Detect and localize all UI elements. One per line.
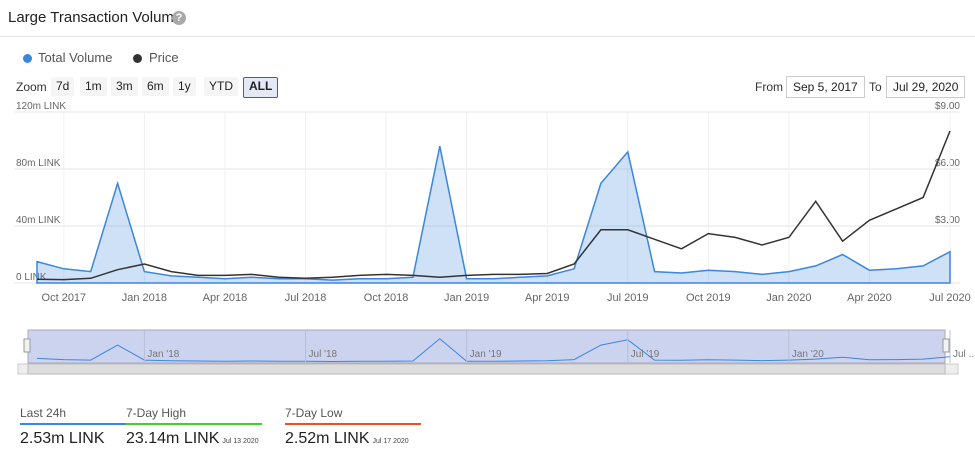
- stat-label: 7-Day High: [126, 406, 187, 420]
- y-tick-label: 40m LINK: [16, 215, 61, 226]
- x-tick-label: Apr 2020: [847, 292, 892, 304]
- zoom-button[interactable]: 1m: [80, 77, 107, 96]
- navigator-handle[interactable]: [23, 338, 31, 353]
- navigator-label: Jul '19: [631, 349, 660, 360]
- legend-marker: [23, 54, 32, 63]
- navigator-line: [36, 338, 951, 363]
- navigator-selection[interactable]: [27, 329, 946, 364]
- x-tick-label: Jul 2020: [929, 292, 971, 304]
- stat-underline: [126, 423, 262, 425]
- price-line: [36, 130, 951, 281]
- stat-label: 7-Day Low: [285, 406, 343, 420]
- zoom-button[interactable]: 1y: [173, 77, 196, 96]
- legend-item[interactable]: Total Volume: [38, 50, 113, 65]
- stat-date: Jul 13 2020: [222, 438, 259, 445]
- stat-value: 23.14m LINK Jul 13 2020: [126, 430, 259, 448]
- x-tick-label: Jan 2019: [444, 292, 489, 304]
- chart: 0 LINK 40m LINK 80m LINK 120m LINK $3.00 $6.0…: [14, 101, 975, 375]
- stat-number: 2.52m LINK: [285, 430, 370, 447]
- navigator-label: Jan '20: [792, 349, 824, 360]
- navigator-label: Jul '18: [309, 349, 338, 360]
- stat-date: Jul 17 2020: [372, 438, 409, 445]
- y2-tick-label: $6.00: [935, 158, 960, 169]
- stat-label: Last 24h: [20, 406, 67, 420]
- to-input[interactable]: Jul 29, 2020: [886, 76, 966, 98]
- zoom-label: Zoom: [16, 80, 47, 94]
- help-icon[interactable]: ?: [172, 11, 186, 25]
- stat-underline: [20, 423, 156, 425]
- stat-value: 2.53m LINK: [20, 430, 104, 448]
- to-label: To: [869, 80, 882, 94]
- x-tick-label: Jul 2019: [607, 292, 649, 304]
- zoom-button[interactable]: 7d: [51, 77, 75, 96]
- x-tick-label: Oct 2018: [364, 292, 409, 304]
- title: Large Transaction Volume: [8, 9, 183, 26]
- navigator-label: Jul ...: [953, 349, 975, 360]
- x-tick-label: Oct 2019: [686, 292, 731, 304]
- volume-area: [36, 146, 951, 284]
- x-tick-label: Jan 2018: [122, 292, 167, 304]
- stat-value: 2.52m LINK Jul 17 2020: [285, 430, 409, 448]
- scrollbar-thumb[interactable]: [27, 363, 946, 375]
- y-tick-label: 120m LINK: [16, 101, 66, 112]
- x-tick-label: Jul 2018: [285, 292, 327, 304]
- separator: [0, 36, 975, 37]
- x-tick-label: Oct 2017: [42, 292, 87, 304]
- y2-tick-label: $9.00: [935, 101, 960, 112]
- zoom-button[interactable]: YTD: [204, 77, 238, 96]
- legend-marker: [133, 54, 142, 63]
- zoom-button[interactable]: 6m: [142, 77, 169, 96]
- x-tick-label: Apr 2019: [525, 292, 570, 304]
- legend-item[interactable]: Price: [149, 50, 179, 65]
- y2-tick-label: $3.00: [935, 215, 960, 226]
- navigator-handle[interactable]: [942, 338, 950, 353]
- y-tick-label: 0 LINK: [16, 272, 47, 283]
- zoom-button[interactable]: ALL: [243, 77, 279, 98]
- navigator-label: Jan '19: [470, 349, 502, 360]
- from-label: From: [755, 80, 783, 94]
- stat-number: 2.53m LINK: [20, 430, 105, 447]
- navigator-label: Jan '18: [147, 349, 179, 360]
- zoom-button[interactable]: 3m: [111, 77, 138, 96]
- y-tick-label: 80m LINK: [16, 158, 61, 169]
- x-tick-label: Apr 2018: [203, 292, 248, 304]
- from-input[interactable]: Sep 5, 2017: [786, 76, 865, 98]
- stat-underline: [285, 423, 421, 425]
- stat-number: 23.14m LINK: [126, 430, 220, 447]
- x-tick-label: Jan 2020: [766, 292, 811, 304]
